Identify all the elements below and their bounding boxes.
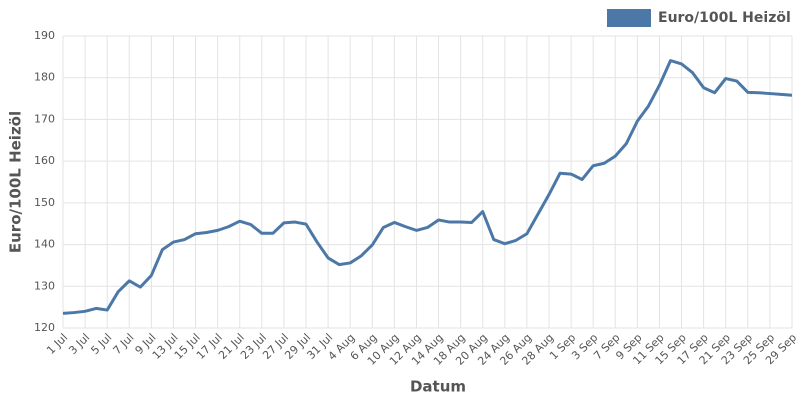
x-tick-label: 7 Jul xyxy=(111,331,137,357)
y-tick-label: 180 xyxy=(34,71,55,84)
y-tick-label: 150 xyxy=(34,196,55,209)
y-tick-label: 170 xyxy=(34,112,55,125)
x-tick-label: 1 Jul xyxy=(44,331,70,357)
legend-swatch xyxy=(607,9,651,27)
y-axis-title: Euro/100L Heizöl xyxy=(7,111,25,253)
line xyxy=(62,59,793,315)
y-tick-label: 190 xyxy=(34,29,55,42)
y-tick-label: 120 xyxy=(34,321,55,334)
y-tick-label: 140 xyxy=(34,238,55,251)
x-axis-title: Datum xyxy=(410,378,466,396)
y-tick-label: 130 xyxy=(34,279,55,292)
y-tick-label: 160 xyxy=(34,154,55,167)
x-tick-label: 3 Jul xyxy=(66,331,92,357)
legend-label: Euro/100L Heizöl xyxy=(658,10,791,26)
x-tick-label: 5 Jul xyxy=(88,331,114,357)
